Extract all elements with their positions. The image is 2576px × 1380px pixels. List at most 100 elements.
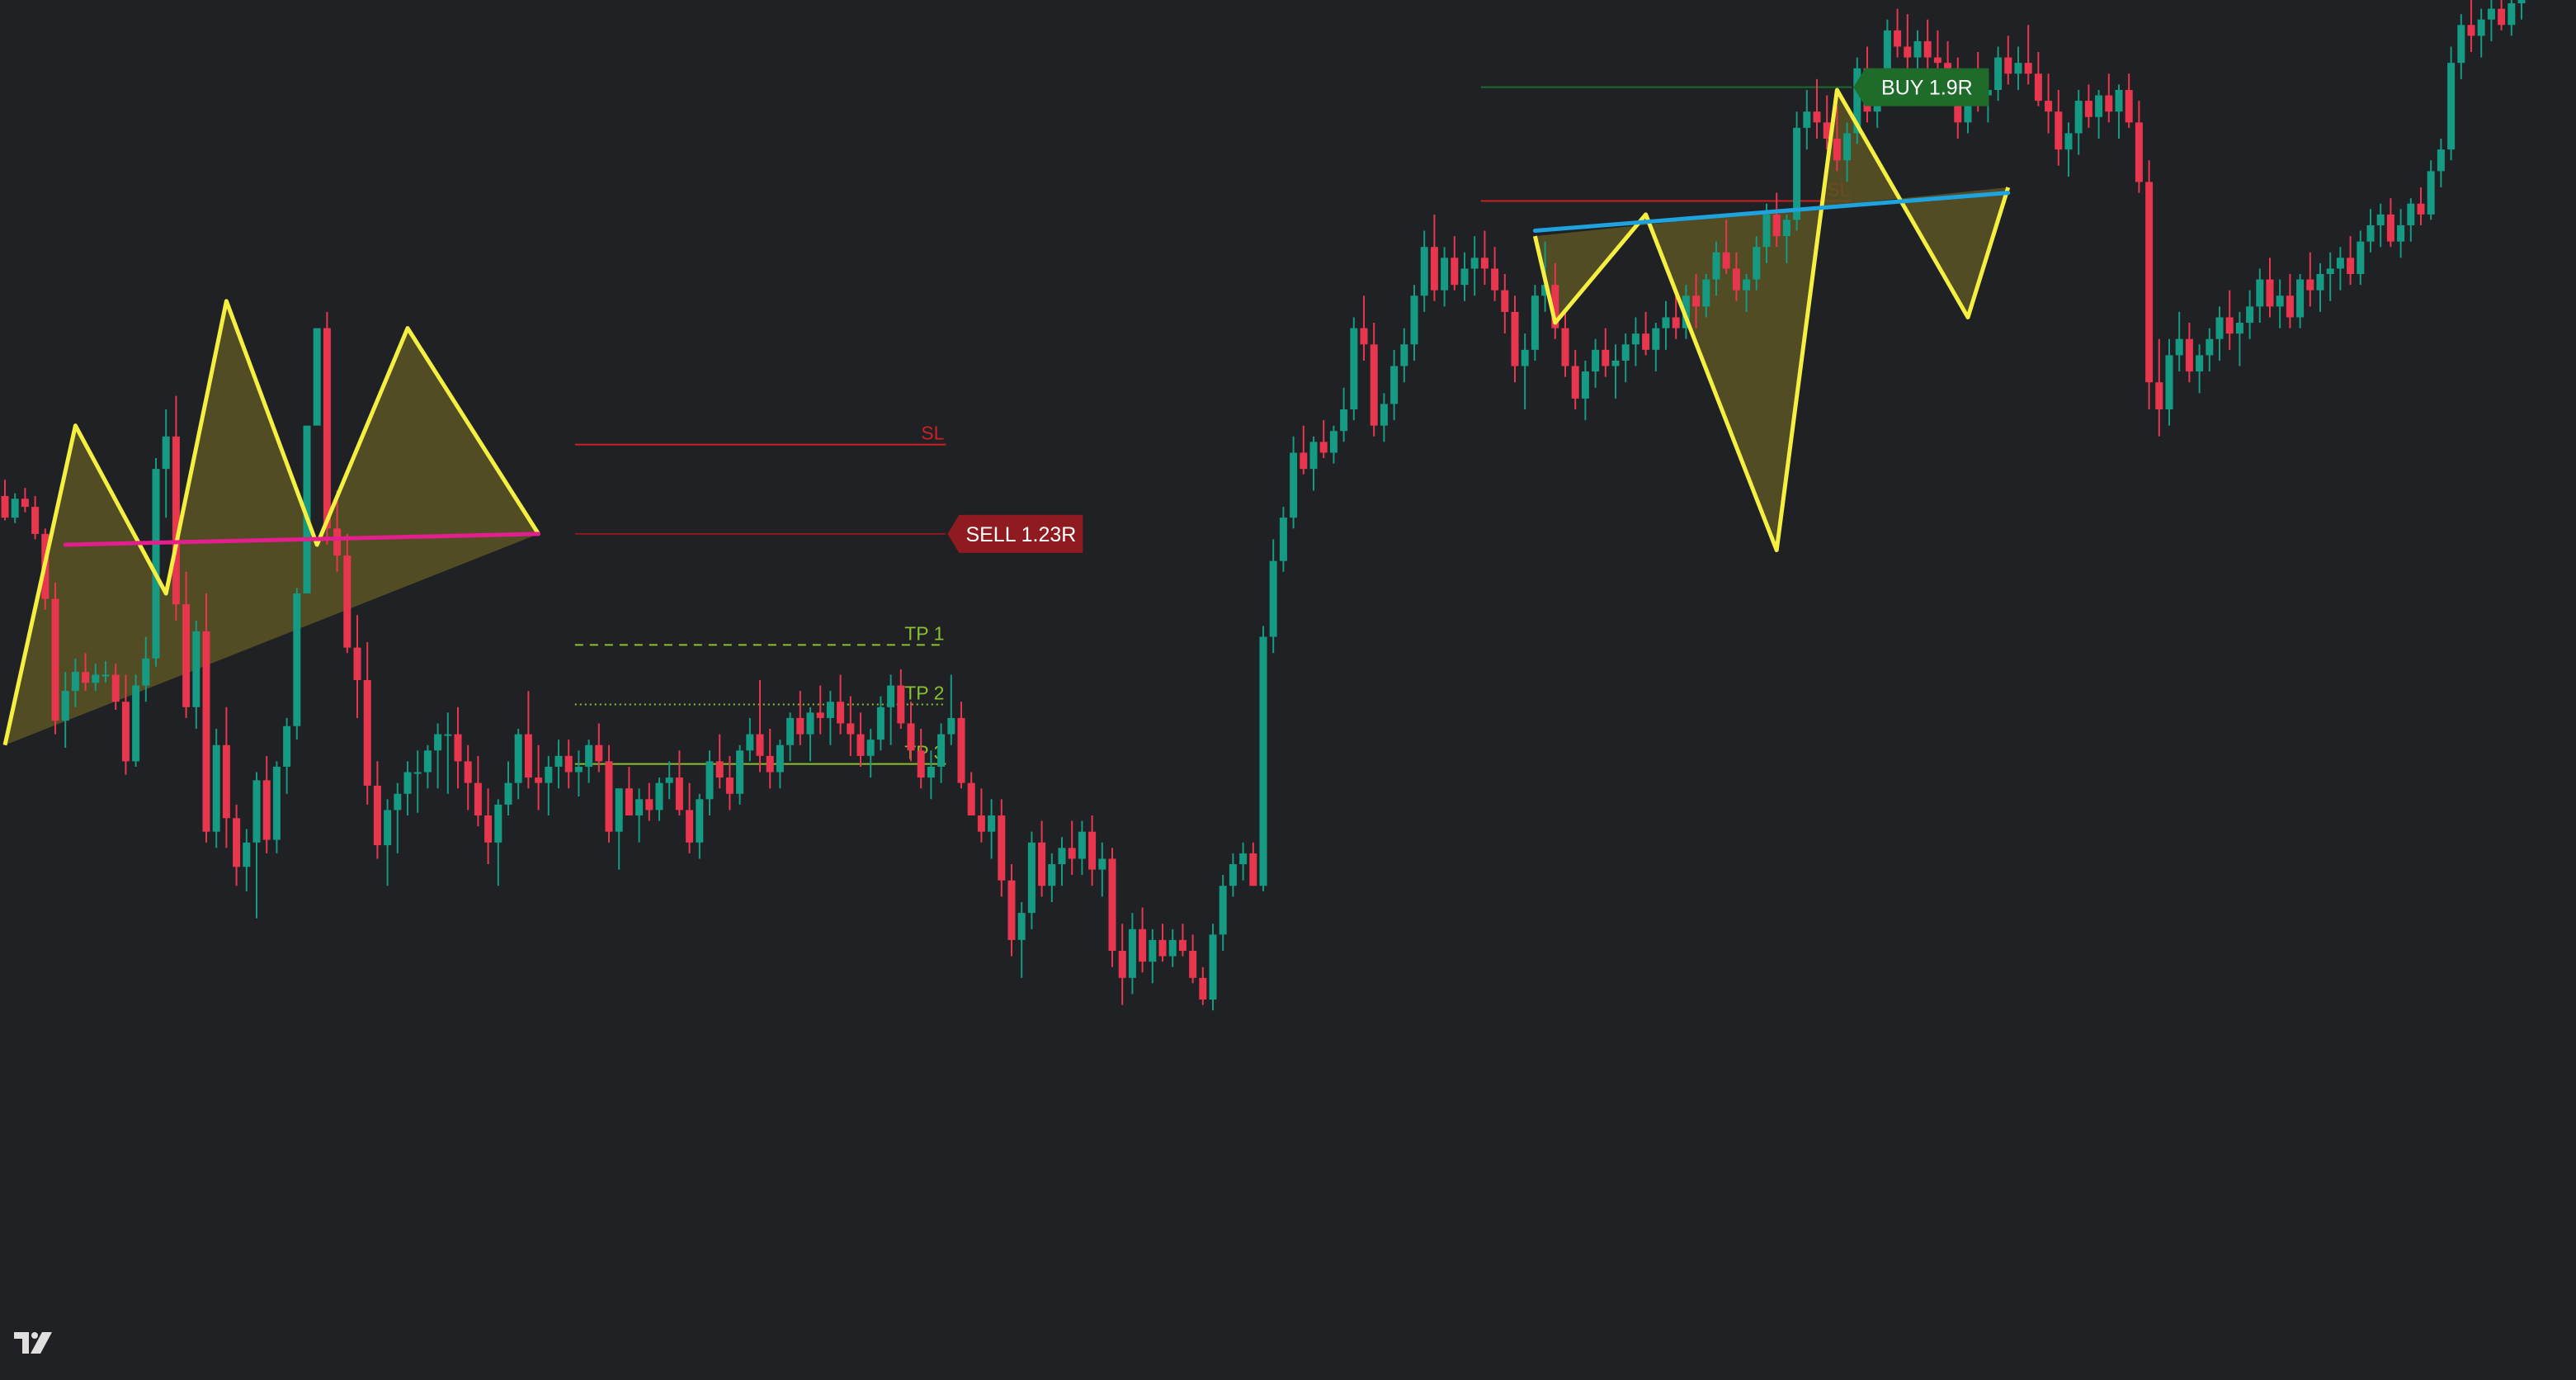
candle-body — [675, 777, 683, 811]
candle-body — [1631, 333, 1639, 345]
candle-body — [343, 555, 351, 648]
candle-body — [947, 717, 955, 735]
candle-body — [2196, 355, 2204, 372]
candle-body — [11, 499, 19, 518]
candle-body — [876, 707, 885, 740]
pattern-1-neckline — [1532, 191, 2011, 234]
candle-body — [2386, 214, 2394, 242]
candle-body — [1058, 848, 1066, 865]
candle-body — [1178, 939, 1187, 951]
candle-body — [1571, 366, 1579, 399]
candle-body — [635, 799, 644, 815]
tv-logo-dot — [31, 1332, 38, 1339]
candle-body — [2014, 63, 2022, 74]
candle-body — [766, 755, 774, 773]
candle-body — [2165, 355, 2173, 409]
candle-body — [1904, 46, 1912, 58]
candle-body — [1420, 247, 1428, 296]
candle-body — [1168, 939, 1177, 957]
candle-body — [1139, 929, 1147, 962]
candle-body — [2145, 182, 2154, 383]
candle-body — [1007, 880, 1016, 940]
candle-body — [1249, 853, 1257, 886]
candle-body — [1441, 258, 1449, 291]
candle-body — [2477, 19, 2485, 36]
candle-body — [1541, 285, 1550, 296]
candle-body — [82, 672, 90, 683]
candle-body — [786, 717, 795, 745]
pattern-0-zigzag — [2, 299, 540, 746]
candle-body — [1994, 57, 2003, 90]
candle-body — [504, 782, 512, 805]
candle-body — [907, 723, 915, 751]
candle-body — [1108, 858, 1116, 951]
candle-body — [1199, 977, 1207, 1000]
tradingview-logo[interactable] — [14, 1332, 52, 1354]
tv-logo-mark — [14, 1332, 29, 1354]
candle-body — [323, 328, 331, 529]
candle-body — [696, 799, 704, 843]
candle-body — [484, 815, 493, 843]
candle-body — [2276, 295, 2284, 307]
badge-label: SELL 1.23R — [965, 523, 1076, 546]
candle-body — [1642, 333, 1650, 350]
candle-body — [2246, 306, 2254, 324]
candle-body — [2347, 258, 2355, 274]
candle-body — [2306, 279, 2314, 291]
candle-body — [1833, 139, 1841, 161]
candle-body — [1933, 57, 1941, 64]
pattern-fills — [5, 89, 2008, 745]
candle-body — [645, 799, 653, 811]
candle-body — [977, 815, 985, 832]
candle-body — [2517, 0, 2526, 3]
pattern-1-zigzag — [1532, 87, 2011, 553]
candle-body — [1722, 252, 1730, 269]
candle-body — [1451, 258, 1459, 286]
candle-body — [2055, 111, 2063, 150]
candle-body — [1561, 328, 1569, 366]
candle-body — [1652, 328, 1660, 350]
candle-body — [71, 672, 79, 692]
candle-body — [2376, 214, 2385, 225]
candle-body — [1894, 30, 1902, 47]
candle-body — [1219, 886, 1227, 935]
candle-body — [1551, 285, 1559, 328]
candle-body — [2407, 203, 2415, 225]
candle-body — [1048, 864, 1056, 886]
candle-body — [21, 499, 29, 508]
candle-body — [1702, 279, 1710, 307]
candle-body — [2366, 224, 2375, 242]
candle-body — [2266, 279, 2274, 307]
candle-body — [1913, 40, 1922, 58]
candle-body — [2427, 171, 2435, 215]
pattern-1-fill — [1535, 89, 2008, 551]
badge-shape — [1853, 68, 1989, 106]
candle-body — [2084, 101, 2092, 117]
candle-body — [1793, 127, 1801, 220]
candle-body — [1611, 360, 1620, 366]
candle-body — [1592, 349, 1600, 372]
candle-body — [1098, 858, 1106, 870]
candle-body — [2457, 25, 2465, 64]
candle-body — [353, 647, 361, 680]
candle-body — [152, 469, 160, 659]
candle-body — [31, 507, 40, 534]
candle-body — [2235, 323, 2243, 334]
candle-body — [1602, 349, 1610, 366]
candle-body — [1319, 442, 1328, 453]
candle-body — [413, 772, 422, 774]
candle-body — [2256, 279, 2264, 307]
candle-body — [736, 750, 744, 794]
trade-0-tp1-label: TP 1 — [904, 622, 944, 644]
candle-body — [887, 685, 895, 707]
badge-shape — [947, 514, 1083, 553]
candle-body — [1491, 268, 1499, 291]
candle-body — [403, 772, 412, 794]
candle-body — [2105, 95, 2113, 112]
candle-body — [1460, 268, 1469, 286]
candle-body — [1813, 111, 1821, 123]
candle-body — [1340, 409, 1348, 432]
candle-body — [856, 734, 865, 756]
candle-body — [2206, 338, 2214, 356]
